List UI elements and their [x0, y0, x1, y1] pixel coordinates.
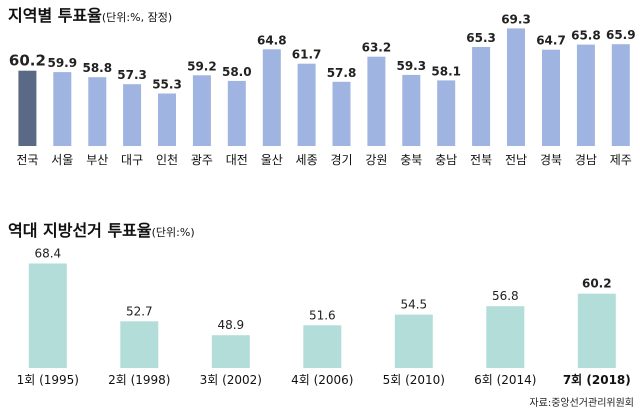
- region-value-label-12: 58.1: [431, 64, 461, 78]
- election-bar-1: [120, 321, 159, 368]
- region-value-label-16: 65.8: [571, 29, 601, 43]
- region-value-label-2: 58.8: [82, 61, 112, 75]
- region-bar-8: [297, 63, 316, 147]
- region-value-label-4: 55.3: [152, 78, 182, 92]
- region-category-label-14: 전남: [505, 153, 527, 167]
- region-category-label-11: 충북: [400, 153, 422, 167]
- election-value-label-4: 54.5: [400, 298, 427, 312]
- election-category-label-1: 2회 (1998): [108, 373, 170, 387]
- region-bar-17: [611, 44, 630, 147]
- region-bar-15: [542, 49, 560, 147]
- region-bar-0: [18, 70, 37, 146]
- election-bar-5: [486, 306, 525, 368]
- region-value-label-10: 63.2: [362, 41, 392, 55]
- regional-turnout-chart: 60.2 전국 59.9 서울 58.8 부산 57.3 대구 55.3 인천 59.2 광주 58.0…: [9, 12, 636, 167]
- regional-chart-unit: (단위:%, 잠정): [101, 11, 173, 24]
- region-value-label-11: 59.3: [396, 59, 426, 73]
- election-value-label-2: 48.9: [217, 318, 244, 332]
- historical-turnout-chart: 68.4 1회 (1995) 52.7 2회 (1998) 48.9 3회 (2002) 5…: [17, 247, 631, 388]
- historical-chart-unit: (단위:%): [151, 226, 195, 239]
- region-bar-13: [472, 47, 491, 146]
- election-value-label-1: 52.7: [126, 304, 153, 318]
- region-value-label-17: 65.9: [606, 28, 636, 42]
- region-category-label-10: 강원: [365, 153, 387, 167]
- regional-chart-title: 지역별 투표율: [8, 6, 102, 25]
- region-bar-5: [192, 75, 211, 146]
- historical-turnout-title: 역대 지방선거 투표율(단위:%): [8, 217, 195, 241]
- region-bar-1: [53, 72, 72, 146]
- region-category-label-9: 경기: [330, 153, 352, 167]
- historical-chart-title: 역대 지방선거 투표율: [8, 221, 152, 240]
- region-category-label-0: 전국: [16, 153, 38, 167]
- election-value-label-6: 60.2: [582, 277, 612, 291]
- regional-turnout-title: 지역별 투표율(단위:%, 잠정): [8, 2, 172, 26]
- region-category-label-2: 부산: [86, 153, 108, 167]
- region-value-label-9: 57.8: [327, 66, 357, 80]
- election-category-label-0: 1회 (1995): [17, 373, 79, 387]
- region-value-label-13: 65.3: [466, 31, 496, 45]
- election-value-label-3: 51.6: [309, 308, 336, 322]
- region-value-label-7: 64.8: [257, 33, 287, 47]
- region-category-label-17: 제주: [610, 153, 632, 167]
- election-category-label-3: 4회 (2006): [291, 373, 353, 387]
- region-bar-6: [227, 80, 246, 146]
- region-bar-16: [576, 44, 595, 146]
- region-category-label-3: 대구: [121, 153, 143, 167]
- region-value-label-6: 58.0: [222, 65, 252, 79]
- region-value-label-14: 69.3: [501, 12, 531, 26]
- election-category-label-6: 7회 (2018): [563, 372, 631, 387]
- region-bar-10: [367, 56, 386, 147]
- region-value-label-1: 59.9: [47, 56, 77, 70]
- region-bar-11: [402, 74, 421, 146]
- region-value-label-15: 64.7: [536, 34, 566, 48]
- election-bar-0: [28, 263, 67, 368]
- election-bar-6: [577, 293, 616, 368]
- region-bar-3: [123, 84, 142, 146]
- region-bar-7: [262, 49, 281, 146]
- region-value-label-8: 61.7: [292, 48, 322, 62]
- region-category-label-7: 울산: [261, 153, 283, 167]
- region-category-label-8: 세종: [296, 153, 318, 167]
- region-bar-2: [88, 77, 107, 146]
- region-category-label-4: 인천: [156, 152, 178, 167]
- election-bar-4: [394, 314, 433, 368]
- region-category-label-15: 경북: [540, 153, 562, 167]
- election-category-label-5: 6회 (2014): [474, 373, 536, 387]
- region-value-label-3: 57.3: [117, 68, 147, 82]
- region-category-label-13: 전북: [470, 153, 492, 167]
- region-bar-14: [507, 28, 525, 146]
- region-bar-9: [332, 81, 351, 146]
- election-category-label-4: 5회 (2010): [383, 373, 445, 387]
- election-category-label-2: 3회 (2002): [200, 373, 262, 387]
- region-bar-4: [158, 93, 176, 146]
- region-value-label-5: 59.2: [187, 59, 217, 73]
- region-category-label-6: 대전: [226, 153, 248, 167]
- election-value-label-0: 68.4: [34, 247, 61, 261]
- election-bar-2: [211, 335, 250, 368]
- region-category-label-5: 광주: [191, 153, 213, 167]
- election-value-label-5: 56.8: [492, 289, 519, 303]
- region-category-label-16: 경남: [575, 153, 597, 167]
- region-category-label-12: 충남: [435, 153, 457, 167]
- source-note: 자료:중앙선거관리위원회: [529, 398, 634, 409]
- region-bar-12: [437, 80, 456, 146]
- election-bar-3: [303, 325, 342, 368]
- region-category-label-1: 서울: [51, 153, 73, 167]
- region-value-label-0: 60.2: [9, 52, 46, 70]
